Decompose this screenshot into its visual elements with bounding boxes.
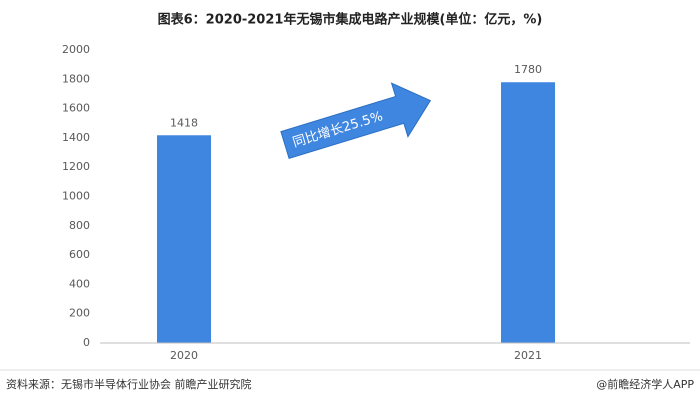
chart-title: 图表6：2020-2021年无锡市集成电路产业规模(单位：亿元，%): [158, 12, 543, 28]
y-tick-label: 400: [69, 277, 90, 290]
data-label: 1780: [514, 63, 542, 76]
bar: [157, 135, 211, 343]
x-tick-label: 2021: [514, 349, 542, 362]
y-tick-label: 1600: [62, 102, 90, 115]
y-tick-label: 200: [69, 307, 90, 320]
y-tick-label: 1200: [62, 160, 90, 173]
brand: @前瞻经济学人APP: [596, 377, 694, 391]
y-tick-label: 1400: [62, 131, 90, 144]
bar: [501, 82, 555, 343]
y-tick-label: 800: [69, 219, 90, 232]
y-tick-label: 2000: [62, 43, 90, 56]
arrow-shape: [280, 82, 432, 160]
y-tick-label: 600: [69, 248, 90, 261]
x-tick-label: 2020: [170, 349, 198, 362]
growth-arrow: 同比增长25.5%: [280, 82, 432, 160]
source: 资料来源：无锡市半导体行业协会 前瞻产业研究院: [6, 377, 252, 391]
y-tick-label: 1000: [62, 190, 90, 203]
data-label: 1418: [170, 116, 198, 129]
y-tick-label: 0: [83, 336, 90, 349]
y-tick-label: 1800: [62, 72, 90, 85]
